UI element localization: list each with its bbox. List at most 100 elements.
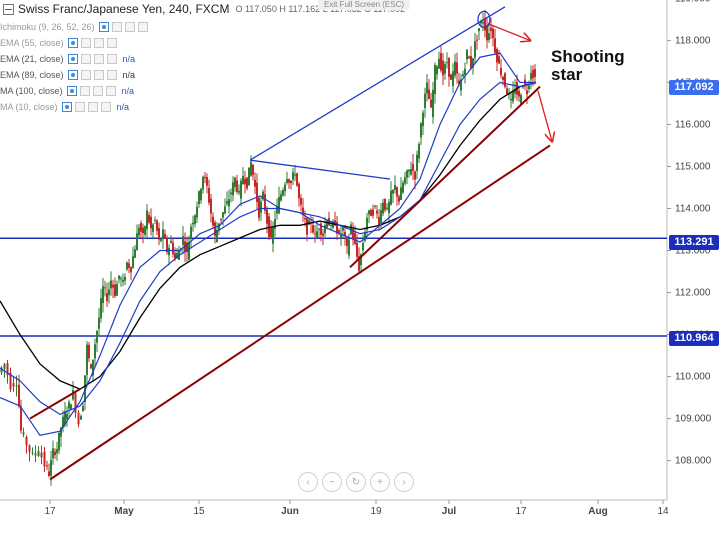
indicator-row[interactable]: MA (10, close) n/a	[0, 99, 129, 114]
candle-body	[418, 144, 420, 159]
candle-body	[234, 177, 236, 188]
more-icon[interactable]	[106, 69, 117, 80]
candle-body	[116, 283, 118, 296]
indicator-value: n/a	[122, 69, 136, 80]
settings-icon[interactable]	[80, 69, 91, 80]
candle-body	[134, 249, 136, 258]
candle-body	[416, 154, 418, 171]
close-icon[interactable]	[93, 69, 104, 80]
scroll-back-icon[interactable]: −	[322, 472, 342, 492]
visibility-eye-icon[interactable]	[66, 85, 77, 96]
candle-body	[424, 93, 426, 108]
candle-body	[282, 190, 284, 196]
indicator-row[interactable]: EMA (21, close) n/a	[0, 51, 135, 66]
close-icon[interactable]	[93, 53, 104, 64]
candle-body	[15, 385, 18, 387]
symbol-title[interactable]: Swiss Franc/Japanese Yen, 240, FXCM	[18, 2, 230, 16]
indicator-row[interactable]: Ichimoku (9, 26, 52, 26)	[0, 19, 154, 34]
close-icon[interactable]	[92, 85, 103, 96]
candle-body	[426, 82, 428, 94]
candle-body	[522, 86, 524, 88]
candle-body	[480, 20, 482, 24]
candle-body	[150, 216, 152, 229]
y-tick-label: 113.000	[675, 246, 711, 257]
candle-body	[170, 240, 172, 243]
settings-icon[interactable]	[111, 21, 122, 32]
more-icon[interactable]	[137, 21, 148, 32]
candle-body	[174, 253, 176, 259]
candle-body	[306, 218, 308, 235]
exit-fullscreen-button[interactable]: Exit Full Screen (ESC)	[318, 0, 411, 10]
visibility-eye-icon[interactable]	[67, 37, 78, 48]
x-tick-label: May	[114, 506, 134, 517]
more-icon[interactable]	[100, 101, 111, 112]
more-icon[interactable]	[106, 37, 117, 48]
close-icon[interactable]	[124, 21, 135, 32]
candle-body	[118, 275, 120, 280]
indicator-label: EMA (55, close)	[0, 37, 64, 48]
x-tick-label: Jun	[281, 506, 299, 517]
candle-body	[136, 233, 138, 251]
candle-body	[250, 161, 252, 176]
candle-body	[406, 170, 408, 178]
ema55-line	[0, 81, 537, 416]
candle-body	[132, 256, 134, 268]
close-icon[interactable]	[93, 37, 104, 48]
candle-body	[362, 243, 364, 251]
projection-arrow	[487, 23, 530, 41]
indicator-row[interactable]: EMA (55, close)	[0, 35, 123, 50]
candle-body	[486, 25, 488, 41]
candle-body	[52, 448, 54, 459]
indicator-row[interactable]: EMA (89, close) n/a	[0, 67, 135, 82]
visibility-eye-icon[interactable]	[67, 69, 78, 80]
candle-body	[206, 177, 208, 186]
close-icon[interactable]	[87, 101, 98, 112]
candle-body	[224, 206, 226, 214]
y-tick-label: 114.000	[675, 203, 711, 214]
candle-body	[108, 289, 110, 296]
candle-body	[104, 287, 106, 289]
candle-body	[228, 199, 230, 207]
candle-body	[92, 359, 94, 376]
candle-body	[166, 238, 168, 253]
candle-body	[388, 201, 390, 213]
level-tag-upper: 113.291	[669, 235, 719, 250]
visibility-eye-icon[interactable]	[61, 101, 72, 112]
candle-body	[9, 372, 12, 390]
candle-body	[198, 191, 200, 204]
indicator-row[interactable]: MA (100, close) n/a	[0, 83, 134, 98]
candle-body	[25, 436, 28, 446]
settings-icon[interactable]	[74, 101, 85, 112]
more-icon[interactable]	[105, 85, 116, 96]
indicator-label: MA (100, close)	[0, 85, 63, 96]
candle-body	[218, 223, 220, 231]
candle-body	[84, 375, 86, 402]
collapse-legend-icon[interactable]	[3, 3, 14, 15]
reset-view-icon[interactable]: ↻	[346, 472, 366, 492]
candle-body	[316, 231, 318, 239]
candle-body	[58, 432, 60, 451]
visibility-eye-icon[interactable]	[98, 21, 109, 32]
settings-icon[interactable]	[80, 53, 91, 64]
more-icon[interactable]	[106, 53, 117, 64]
scroll-forward-icon[interactable]: +	[370, 472, 390, 492]
candle-body	[304, 217, 306, 220]
x-tick-label: 14	[657, 506, 669, 517]
candle-body	[292, 172, 294, 180]
candle-body	[312, 225, 314, 233]
candle-body	[382, 202, 384, 214]
candle-body	[6, 363, 9, 376]
settings-icon[interactable]	[79, 85, 90, 96]
candle-body	[318, 228, 320, 230]
chart-scroll-nav: ‹ − ↻ + ›	[298, 472, 414, 492]
candle-body	[384, 198, 386, 211]
candle-body	[412, 163, 414, 171]
candle-body	[336, 221, 338, 234]
scroll-right-icon[interactable]: ›	[394, 472, 414, 492]
candle-body	[272, 227, 274, 244]
scroll-left-icon[interactable]: ‹	[298, 472, 318, 492]
settings-icon[interactable]	[80, 37, 91, 48]
visibility-eye-icon[interactable]	[67, 53, 78, 64]
candle-body	[202, 176, 204, 190]
